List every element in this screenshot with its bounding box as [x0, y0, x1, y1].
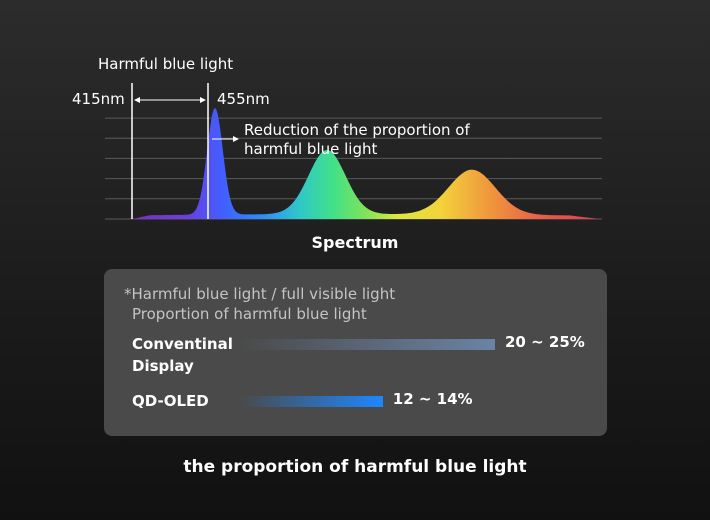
note-line-2: Proportion of harmful blue light	[132, 305, 367, 323]
bar-conventional	[240, 339, 495, 350]
note-line-1: *Harmful blue light / full visible light	[124, 285, 396, 303]
bar-label-conventional: Conventinal Display	[132, 335, 233, 375]
bar-value-conventional: 20 ~ 25%	[505, 333, 585, 351]
bar-value-qd-oled: 12 ~ 14%	[392, 390, 473, 408]
label-455nm: 455nm	[217, 90, 270, 108]
range-arrow-head-right	[200, 97, 206, 103]
spectrum-chart	[105, 97, 602, 220]
chart-caption: the proportion of harmful blue light	[183, 457, 527, 477]
spectrum-curve	[132, 108, 600, 219]
bar-label-qd-oled: QD-OLED	[132, 392, 209, 410]
bar-qd-oled	[240, 396, 383, 407]
range-arrow-head-left	[134, 97, 140, 103]
spectrum-title: Harmful blue light	[98, 55, 234, 73]
annotation-arrow-head	[233, 136, 239, 142]
spectrum-axis-label: Spectrum	[311, 233, 399, 252]
reduction-annotation: Reduction of the proportion of harmful b…	[244, 121, 470, 158]
label-415nm: 415nm	[72, 90, 125, 108]
proportion-panel: *Harmful blue light / full visible light…	[104, 269, 607, 436]
